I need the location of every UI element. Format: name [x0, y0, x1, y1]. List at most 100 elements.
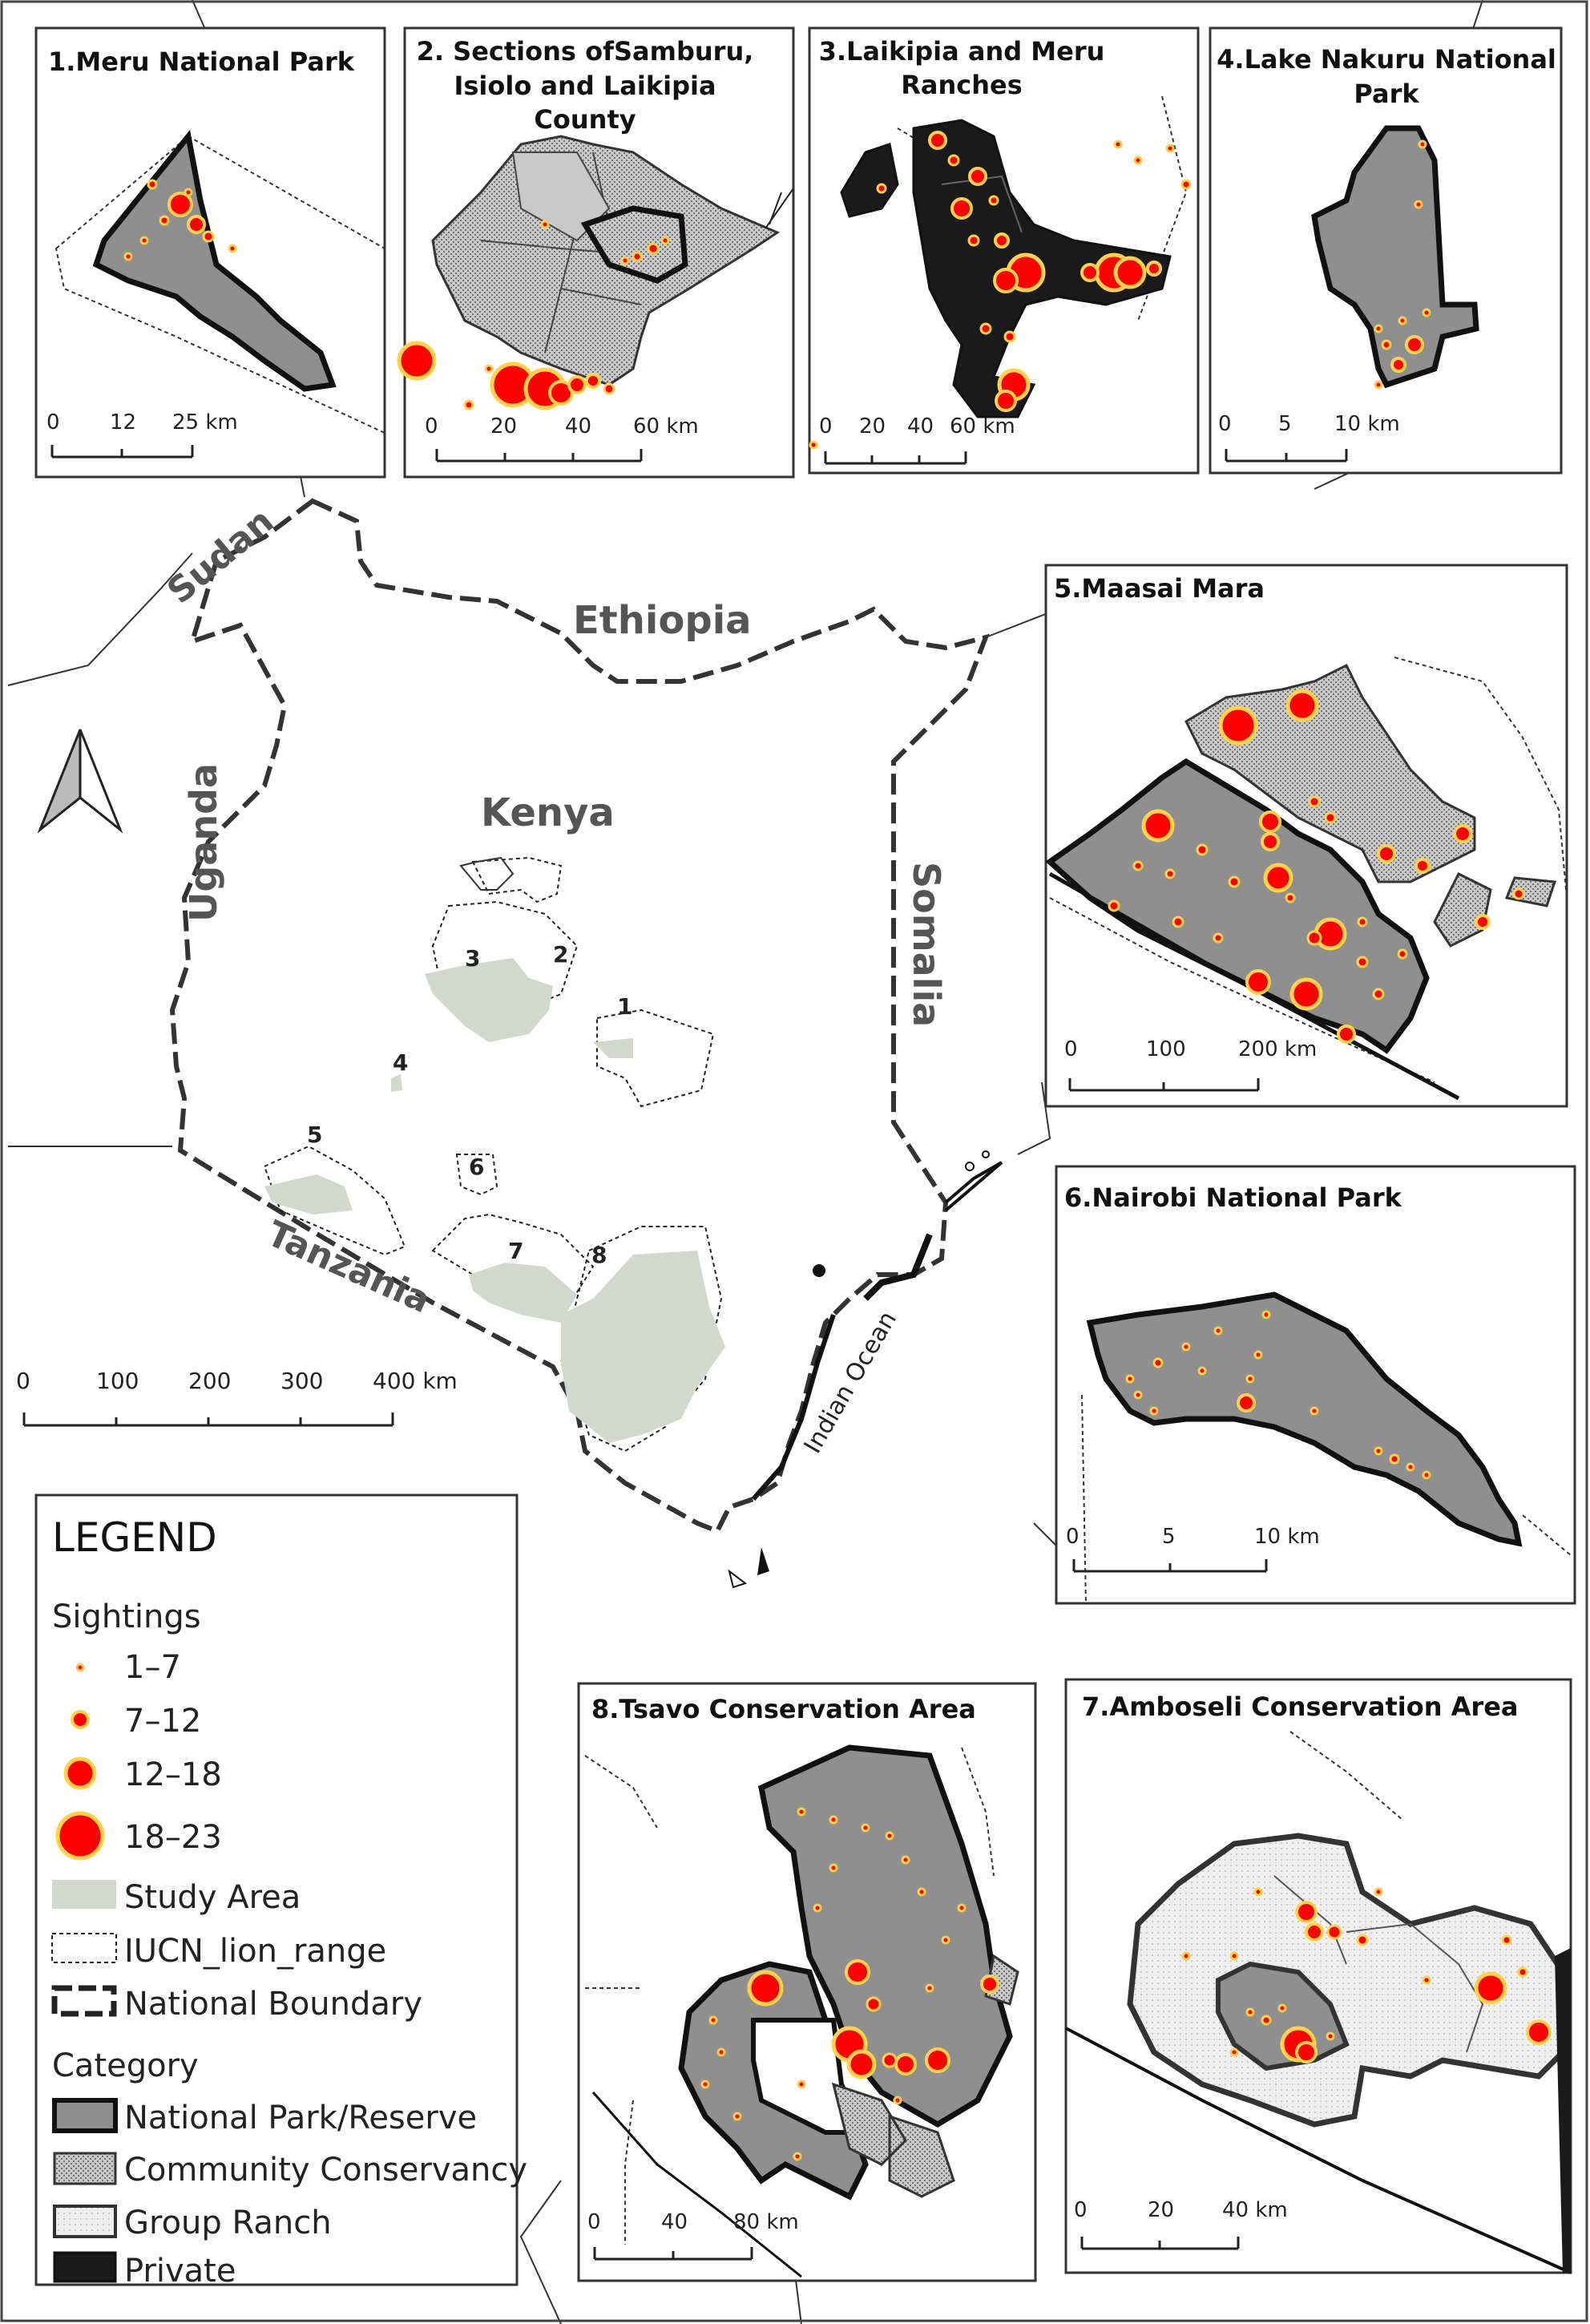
label-uganda: Uganda	[182, 763, 225, 922]
study-area-1	[593, 1038, 633, 1058]
inset-1-scale-0: 0	[46, 410, 60, 434]
inset-nairobi-national-park: 6.Nairobi National Park 0 5	[1055, 1165, 1576, 1605]
tsavo-east-polygon	[758, 1744, 1013, 2128]
inset-8-scale-0: 0	[587, 2210, 601, 2234]
lake-nakuru-park-polygon	[1311, 125, 1479, 389]
study-areas	[264, 958, 725, 1443]
study-area-3-2	[425, 958, 553, 1042]
area-number-1: 1	[617, 993, 632, 1020]
inset-2-scale-0: 0	[425, 414, 438, 439]
inset-8-scale-80: 80 km	[733, 2210, 799, 2234]
inset-2-scale-20: 20	[490, 414, 517, 439]
legend-dot-1-7	[75, 1663, 85, 1672]
inset-tsavo-conservation-area: 8.Tsavo Conservation Area	[577, 1682, 1037, 2282]
inset-6-scale-10: 10 km	[1254, 1525, 1320, 1549]
inset-4-title-line-1: 4.Lake Nakuru National	[1217, 44, 1556, 75]
inset-3-scale-40: 40	[907, 414, 934, 439]
coastline	[944, 1161, 1003, 1212]
main-scale-label-400: 400 km	[373, 1368, 458, 1394]
amboseli-sightings	[1181, 1887, 1552, 2063]
inset-8-title: 8.Tsavo Conservation Area	[591, 1694, 976, 1724]
inset-samburu-isiolo-laikipia: 2. Sections ofSamburu, Isiolo and Laikip…	[397, 26, 795, 479]
inset-7-scale-20: 20	[1148, 2198, 1174, 2222]
inset-5-title: 5.Maasai Mara	[1054, 573, 1265, 604]
mara-sightings	[1108, 689, 1525, 1044]
area-number-4: 4	[393, 1049, 408, 1076]
inset-2-title-line-3: County	[534, 104, 636, 135]
legend-national-park-swatch	[52, 2098, 118, 2133]
inset-3-scale-0: 0	[819, 414, 833, 439]
main-scale-label-300: 300	[280, 1368, 323, 1394]
study-area-4	[391, 1074, 402, 1092]
legend-boundary: National Boundary	[124, 1986, 422, 2023]
inset-4-scale-5: 5	[1278, 412, 1292, 436]
inset-4-title-line-2: Park	[1354, 79, 1419, 109]
main-scale-label-0: 0	[16, 1368, 30, 1394]
legend-group-ranch: Group Ranch	[124, 2205, 332, 2241]
nairobi-park-polygon	[1086, 1291, 1523, 1547]
inset-2-title-line-1: 2. Sections ofSamburu,	[417, 36, 754, 67]
legend-private: Private	[124, 2253, 236, 2290]
north-arrow-icon	[37, 729, 123, 834]
inset-3-title-line-2: Ranches	[901, 70, 1023, 100]
map-legend: LEGEND Sightings 1–7 7–12 12–18 18–23 St…	[34, 1493, 527, 2290]
inset-1-title: 1.Meru National Park	[48, 46, 355, 77]
inset-laikipia-meru-ranches: 3.Laikipia and Meru Ranches	[808, 26, 1200, 475]
legend-national-park: National Park/Reserve	[124, 2100, 477, 2136]
legend-sightings-7-12: 7–12	[124, 1703, 201, 1740]
inset-2-scale-60: 60 km	[633, 414, 699, 439]
samburu-sightings	[397, 220, 670, 410]
legend-sightings-18-23: 18–23	[124, 1819, 222, 1856]
main-scale-bar: 0 100 200 300 400 km	[16, 1368, 458, 1427]
inset-6-scale-0: 0	[1066, 1525, 1080, 1549]
legend-community-swatch	[53, 2152, 117, 2185]
area-number-8: 8	[591, 1242, 607, 1268]
inset-3-scale-60: 60 km	[950, 414, 1015, 439]
inset-8-scale-40: 40	[661, 2210, 688, 2234]
laikipia-sightings	[809, 131, 1192, 450]
tsavo-sightings	[700, 1807, 999, 2161]
label-kenya: Kenya	[481, 790, 615, 835]
legend-dot-18-23	[55, 1811, 105, 1861]
inset-5-scale-200: 200 km	[1238, 1037, 1317, 1061]
nairobi-sightings	[1125, 1310, 1431, 1480]
inset-meru-national-park: 1.Meru National Park 0 12 25 km	[34, 26, 386, 479]
legend-study-area: Study Area	[124, 1879, 301, 1916]
inset-4-scale-10: 10 km	[1334, 412, 1400, 436]
legend-dot-12-18	[63, 1756, 97, 1790]
meru-sightings	[123, 179, 237, 261]
samburu-park-polygon	[580, 205, 688, 284]
legend-category-heading: Category	[52, 2047, 199, 2084]
study-area-8	[561, 1251, 725, 1443]
inset-7-scale-0: 0	[1074, 2198, 1088, 2222]
inset-7-title: 7.Amboseli Conservation Area	[1082, 1691, 1519, 1722]
legend-iucn: IUCN_lion_range	[124, 1933, 386, 1970]
legend-study-area-swatch	[52, 1880, 116, 1909]
legend-title: LEGEND	[52, 1514, 217, 1561]
legend-group-ranch-swatch	[53, 2205, 117, 2238]
inset-2-title-line-2: Isiolo and Laikipia	[454, 71, 716, 101]
area-number-7: 7	[508, 1238, 523, 1264]
legend-sightings-1-7: 1–7	[124, 1649, 181, 1686]
legend-dot-7-12	[71, 1710, 90, 1729]
area-number-labels: 1 2 3 4 5 6 7 8	[307, 941, 632, 1268]
inset-1-scale-25: 25 km	[172, 410, 238, 434]
legend-sightings-heading: Sightings	[52, 1599, 201, 1635]
study-area-7	[469, 1263, 577, 1323]
area-number-2: 2	[553, 941, 568, 968]
label-ethiopia: Ethiopia	[573, 598, 752, 643]
legend-boundary-swatch	[51, 1985, 117, 2017]
inset-6-title: 6.Nairobi National Park	[1064, 1182, 1402, 1213]
area-number-5: 5	[307, 1122, 322, 1148]
mara-conservancies	[1184, 663, 1476, 883]
inset-5-scale-100: 100	[1146, 1037, 1186, 1061]
inset-3-scale-20: 20	[859, 414, 886, 439]
inset-7-scale-40: 40 km	[1222, 2198, 1288, 2222]
inset-5-scale-0: 0	[1064, 1037, 1078, 1061]
inset-lake-nakuru-national-park: 4.Lake Nakuru National Park 0 5 10 km	[1209, 26, 1563, 475]
main-scale-label-200: 200	[188, 1368, 231, 1394]
area-number-6: 6	[469, 1154, 484, 1180]
legend-iucn-swatch	[51, 1933, 117, 1963]
legend-community: Community Conservancy	[124, 2152, 527, 2189]
